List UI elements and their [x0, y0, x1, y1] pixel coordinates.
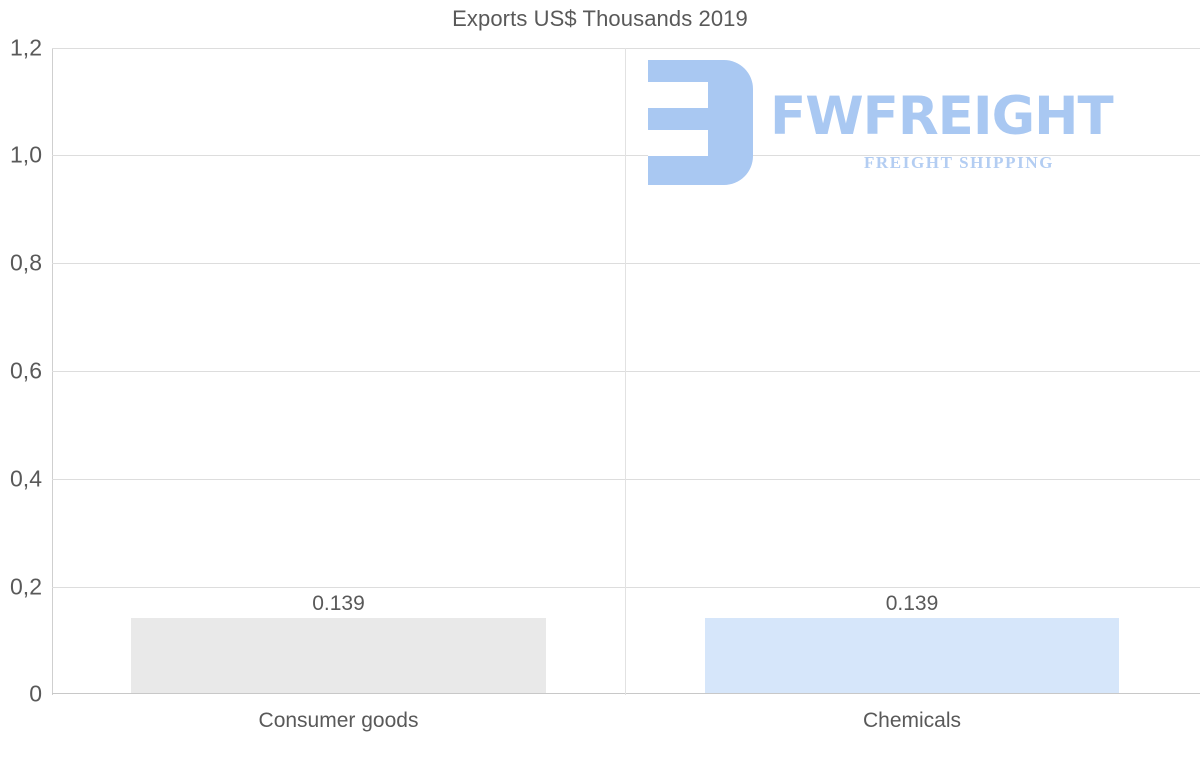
gridline-0-2	[52, 587, 1200, 588]
y-axis-tick-label: 0,6	[10, 357, 42, 384]
gridline-0-4	[52, 479, 1200, 480]
gridline-0-6	[52, 371, 1200, 372]
gridline-1-2	[52, 48, 1200, 49]
category-label-consumer-goods: Consumer goods	[258, 709, 419, 732]
gridline-1-0	[52, 155, 1200, 156]
bar-consumer-goods[interactable]	[131, 618, 546, 693]
x-axis-baseline	[52, 693, 1200, 694]
y-axis-tick-label: 0,2	[10, 573, 42, 600]
bar-value-label-consumer-goods: 0.139	[312, 592, 365, 615]
bar-value-label-chemicals: 0.139	[885, 592, 939, 615]
chart-title: Exports US$ Thousands 2019	[452, 6, 748, 31]
y-axis-tick-label: 1,0	[10, 141, 42, 168]
y-axis-tick-label: 0,8	[10, 249, 42, 276]
bar-chemicals[interactable]	[705, 618, 1119, 693]
category-label-chemicals: Chemicals	[862, 709, 962, 732]
gridline-0-8	[52, 263, 1200, 264]
y-axis-tick-label: 0	[29, 680, 42, 707]
y-axis-tick-label: 1,2	[10, 34, 42, 61]
y-axis-tick-label: 0,4	[10, 465, 42, 492]
plot-area: 0.139 0.139 Consumer goods Chemicals	[52, 48, 1200, 732]
category-divider	[625, 48, 626, 695]
